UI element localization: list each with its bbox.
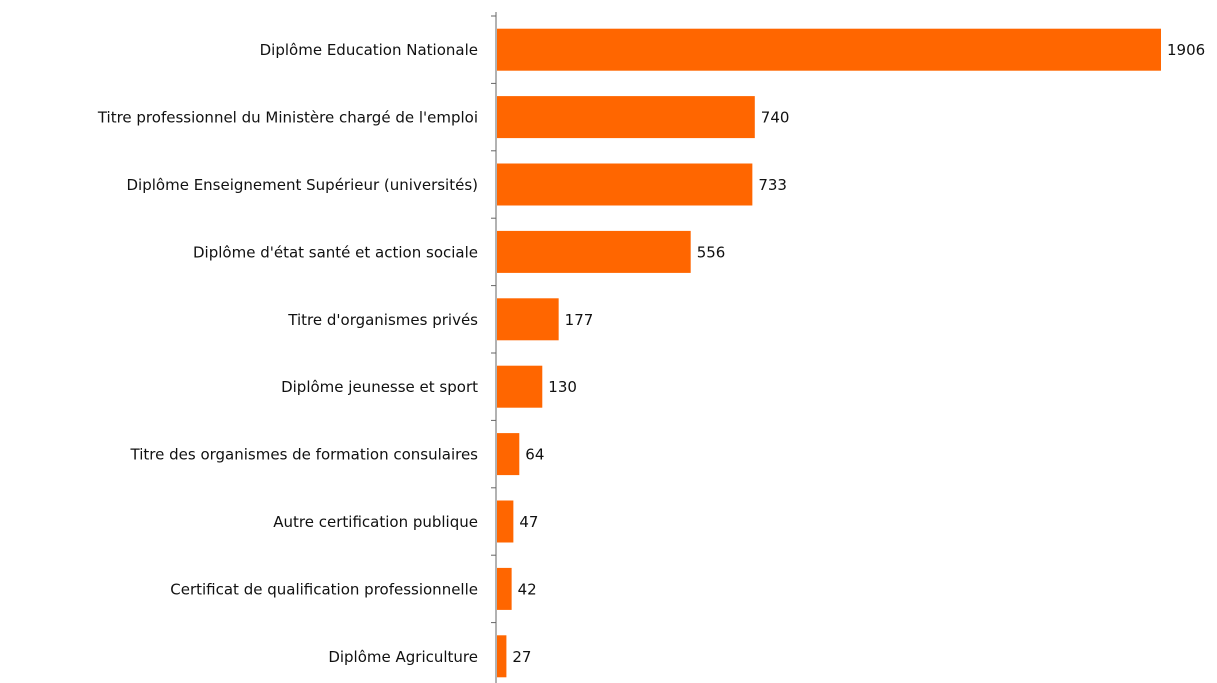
data-label: 130	[548, 378, 577, 396]
bar	[497, 298, 559, 341]
category-label: Diplôme Enseignement Supérieur (universi…	[127, 176, 479, 194]
data-label: 177	[565, 311, 594, 329]
data-label: 42	[518, 580, 537, 598]
category-label: Diplôme jeunesse et sport	[281, 378, 478, 396]
bar	[497, 635, 507, 678]
bar	[497, 230, 691, 273]
category-label: Diplôme d'état santé et action sociale	[193, 243, 478, 261]
bar	[497, 433, 520, 476]
category-label: Autre certification publique	[273, 513, 478, 531]
category-label: Diplôme Education Nationale	[260, 41, 478, 59]
category-label: Titre des organismes de formation consul…	[130, 446, 479, 464]
bar	[497, 28, 1161, 71]
data-label: 1906	[1167, 41, 1205, 59]
bar	[497, 567, 512, 610]
data-label: 733	[758, 176, 787, 194]
data-label: 64	[525, 446, 544, 464]
bar	[497, 365, 543, 408]
bar	[497, 163, 753, 206]
category-label: Titre professionnel du Ministère chargé …	[97, 109, 478, 127]
data-label: 47	[519, 513, 538, 531]
bar	[497, 500, 514, 543]
bar	[497, 96, 755, 139]
category-label: Titre d'organismes privés	[287, 311, 478, 329]
category-label: Certificat de qualification professionne…	[170, 580, 478, 598]
data-label: 556	[697, 243, 726, 261]
category-label: Diplôme Agriculture	[328, 648, 478, 666]
data-label: 740	[761, 109, 790, 127]
data-label: 27	[512, 648, 531, 666]
